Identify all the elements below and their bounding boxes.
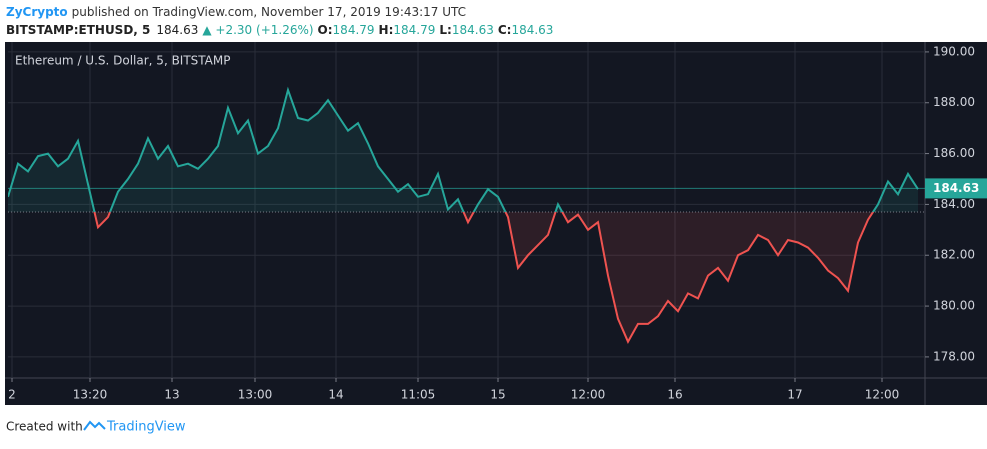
h: 184.79 bbox=[393, 23, 435, 37]
footer-created: Created with bbox=[6, 420, 83, 434]
x-tick-label: 13 bbox=[164, 388, 179, 402]
x-tick-label: 11:05 bbox=[401, 388, 436, 402]
last-price-box bbox=[925, 178, 987, 199]
area-above bbox=[8, 90, 918, 213]
footer-brand: TradingView bbox=[106, 420, 186, 435]
x-tick-label: 16 bbox=[667, 388, 682, 402]
h-label: H: bbox=[379, 23, 394, 37]
y-tick-label: 178.00 bbox=[933, 349, 975, 363]
x-tick-label: 13:20 bbox=[73, 388, 108, 402]
o-label: O: bbox=[318, 23, 333, 37]
y-tick-label: 188.00 bbox=[933, 95, 975, 109]
symbol: BITSTAMP:ETHUSD, 5 bbox=[6, 23, 150, 37]
logo bbox=[83, 420, 106, 431]
l-label: L: bbox=[439, 23, 451, 37]
x-tick-label: 2 bbox=[8, 388, 16, 402]
x-tick-label: 15 bbox=[490, 388, 505, 402]
ohlc-line: BITSTAMP:ETHUSD, 5 184.63 ▲ +2.30 (+1.26%)… bbox=[6, 23, 553, 37]
last-price-label: 184.63 bbox=[933, 181, 979, 195]
y-tick-label: 182.00 bbox=[933, 248, 975, 262]
x-tick-label: 12:00 bbox=[571, 388, 606, 402]
change: ▲ +2.30 (+1.26%) bbox=[202, 23, 313, 37]
line-below bbox=[93, 212, 875, 344]
c-label: C: bbox=[498, 23, 512, 37]
published: published on TradingView.com, November 1… bbox=[72, 5, 466, 19]
y-tick-label: 180.00 bbox=[933, 299, 975, 313]
o: 184.79 bbox=[333, 23, 375, 37]
y-tick-label: 184.00 bbox=[933, 197, 975, 211]
author: ZyCrypto bbox=[6, 5, 68, 19]
l: 184.63 bbox=[452, 23, 494, 37]
last: 184.63 bbox=[156, 23, 198, 37]
y-tick-label: 186.00 bbox=[933, 146, 975, 160]
line-above bbox=[8, 86, 919, 213]
x-tick-label: 14 bbox=[328, 388, 343, 402]
header-line: ZyCrypto published on TradingView.com, No… bbox=[6, 5, 466, 19]
chart-title: Ethereum / U.S. Dollar, 5, BITSTAMP bbox=[15, 54, 230, 68]
x-tick-label: 12:00 bbox=[865, 388, 900, 402]
c: 184.63 bbox=[511, 23, 553, 37]
y-tick-label: 190.00 bbox=[933, 44, 975, 58]
x-tick-label: 17 bbox=[787, 388, 802, 402]
x-tick-label: 13:00 bbox=[238, 388, 273, 402]
